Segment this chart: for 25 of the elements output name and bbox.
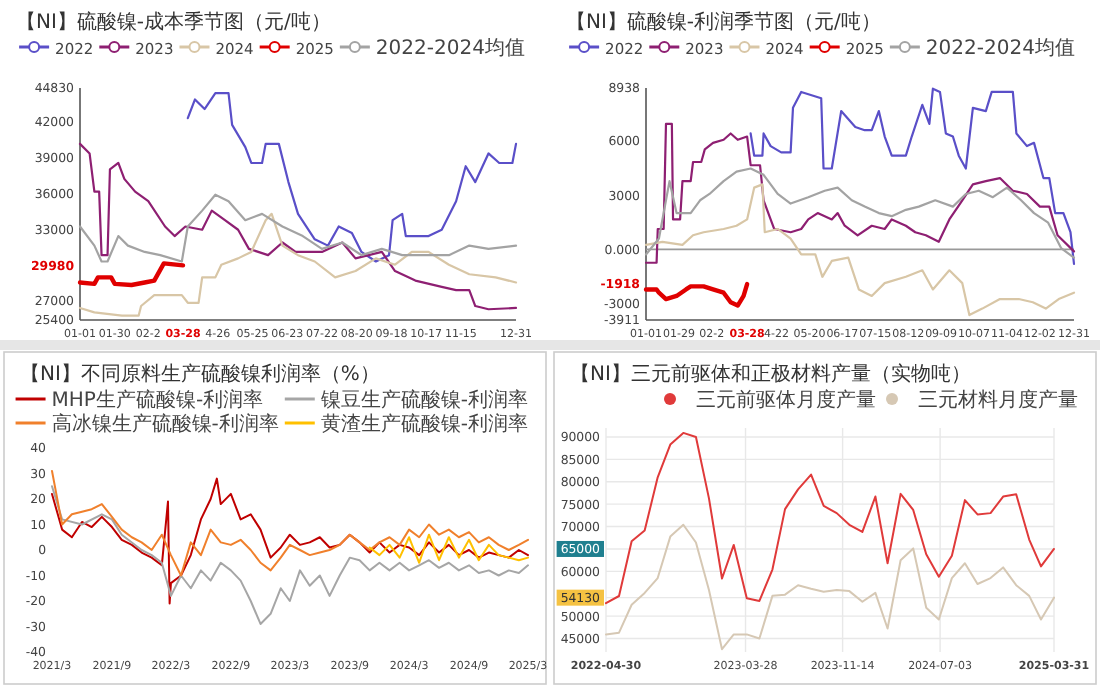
line-series — [51, 485, 529, 625]
chart-title: 【NI】三元前驱体和正极材料产量（实物吨） — [570, 362, 971, 386]
chart-title: 【NI】硫酸镍-利润季节图（元/吨） — [566, 10, 881, 34]
line-series — [749, 87, 1076, 266]
legend-label: 黄渣生产硫酸镍-利润率 — [320, 412, 528, 436]
legend-label: 2022-2024均值 — [925, 36, 1075, 60]
line-series — [368, 533, 529, 564]
legend-label: 高冰镍生产硫酸镍-利润率 — [51, 412, 279, 436]
line-series — [186, 92, 518, 263]
line-series — [605, 523, 1055, 651]
line-series — [643, 281, 750, 308]
line-series — [644, 167, 1076, 259]
line-series — [644, 122, 1076, 264]
legend-label: MHP生产硫酸镍-利润率 — [51, 388, 264, 412]
line-series — [77, 261, 186, 288]
legend-label: 三元材料月度产量 — [918, 388, 1078, 412]
line-series — [51, 477, 529, 605]
line-series — [78, 193, 518, 263]
legend-label: 三元前驱体月度产量 — [696, 388, 876, 412]
chart-title: 【NI】硫酸镍-成本季节图（元/吨） — [16, 10, 331, 34]
line-series — [78, 142, 518, 311]
legend-label: 2022-2024均值 — [375, 36, 525, 60]
legend-label: 镍豆生产硫酸镍-利润率 — [318, 388, 528, 412]
line-series — [51, 469, 529, 577]
chart-title: 【NI】不同原料生产硫酸镍利润率（%） — [20, 362, 380, 386]
